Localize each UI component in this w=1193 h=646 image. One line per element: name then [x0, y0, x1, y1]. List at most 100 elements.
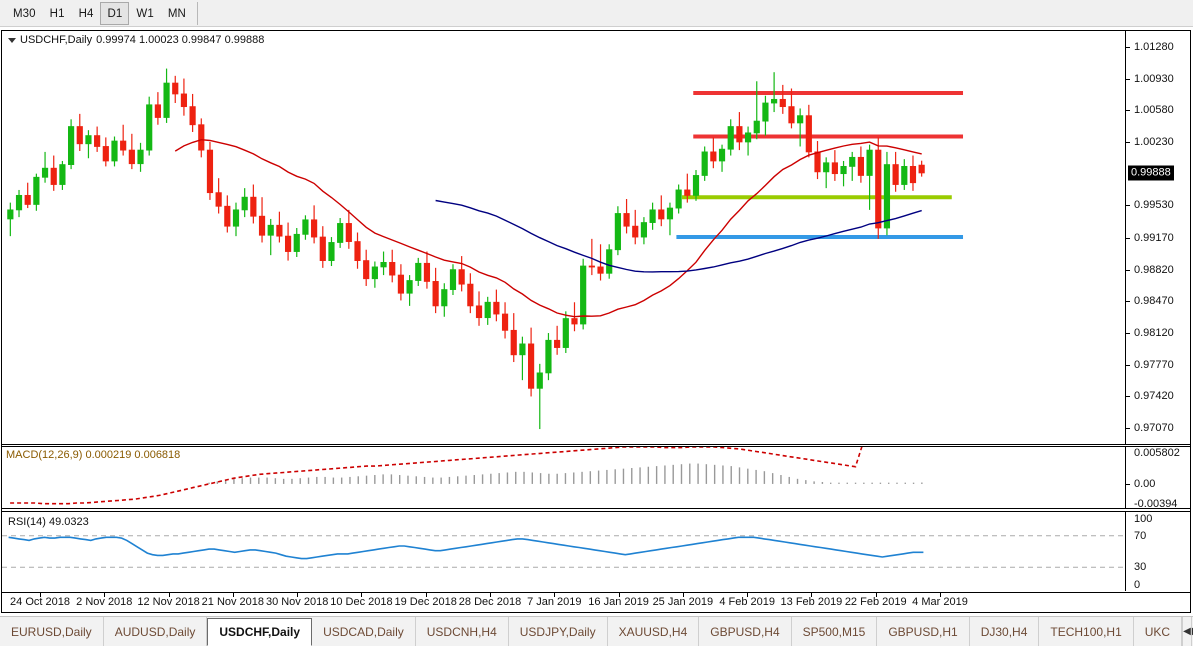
- moving-average-fast: [174, 138, 922, 318]
- macd-signal-line: [10, 447, 863, 505]
- candle-body: [909, 166, 917, 184]
- price-pane-header: USDCHF,Daily 0.99974 1.00023 0.99847 0.9…: [8, 34, 264, 46]
- candle-body: [198, 124, 205, 151]
- candle-body: [918, 164, 925, 174]
- tab-scroll-left-icon[interactable]: ◀: [1182, 617, 1191, 646]
- macd-axis-tick: [1126, 483, 1130, 485]
- time-axis-label: 30 Nov 2018: [265, 596, 329, 608]
- candle-body: [588, 265, 595, 268]
- timeframe-button-d1[interactable]: D1: [100, 2, 130, 25]
- time-axis-tick: [682, 593, 684, 597]
- candle-body: [258, 215, 266, 236]
- chart-tab-ukc[interactable]: UKC: [1134, 617, 1183, 646]
- time-axis-tick: [168, 593, 170, 597]
- timeframe-button-h1[interactable]: H1: [49, 7, 65, 20]
- candle-body: [76, 126, 83, 145]
- macd-pane[interactable]: MACD(12,26,9) 0.000219 0.006818 0.005802…: [2, 446, 1190, 509]
- time-axis-label: 21 Nov 2018: [201, 596, 265, 608]
- candle-body: [814, 151, 821, 173]
- price-axis-label: 1.00580: [1134, 104, 1174, 117]
- chart-tab-xauusd-h4[interactable]: XAUUSD,H4: [608, 617, 700, 646]
- ohlc-values: 0.99974 1.00023 0.99847 0.99888: [96, 34, 265, 46]
- candle-body: [345, 223, 352, 242]
- price-axis-label: 0.98470: [1134, 295, 1174, 308]
- candle-body: [562, 318, 569, 348]
- candle-body: [788, 106, 795, 124]
- chart-tab-audusd-daily[interactable]: AUDUSD,Daily: [104, 617, 208, 646]
- price-axis-tick: [1126, 428, 1130, 430]
- candle-body: [337, 223, 344, 243]
- chart-tab-dj30-h4[interactable]: DJ30,H4: [970, 617, 1040, 646]
- chart-tab-gbpusd-h1[interactable]: GBPUSD,H1: [877, 617, 970, 646]
- candle-body: [606, 249, 613, 274]
- candle-body: [15, 194, 23, 211]
- candle-body: [276, 224, 283, 237]
- candle-body: [614, 213, 621, 251]
- candle-body: [406, 280, 413, 294]
- rsi-axis-label: 0: [1134, 579, 1141, 591]
- price-pane[interactable]: USDCHF,Daily 0.99974 1.00023 0.99847 0.9…: [2, 31, 1190, 445]
- time-axis-tick: [425, 593, 427, 597]
- candle-body: [441, 289, 448, 307]
- chart-tab-usdjpy-daily[interactable]: USDJPY,Daily: [509, 617, 608, 646]
- chart-tab-usdchf-daily[interactable]: USDCHF,Daily: [207, 618, 313, 646]
- candle-body: [805, 115, 812, 153]
- current-price-label: 0.99888: [1128, 165, 1174, 181]
- chart-tab-tech100-h1[interactable]: TECH100,H1: [1039, 617, 1134, 646]
- timeframe-button-h4[interactable]: H4: [78, 7, 94, 20]
- candle-body: [102, 146, 109, 162]
- macd-plot-area[interactable]: [2, 447, 1126, 508]
- timeframe-button-w1[interactable]: W1: [136, 7, 154, 20]
- price-axis-label: 0.99170: [1134, 231, 1174, 244]
- chart-tab-sp500-m15[interactable]: SP500,M15: [792, 617, 878, 646]
- time-axis-label: 19 Dec 2018: [394, 596, 457, 608]
- timeframe-button-mn[interactable]: MN: [167, 7, 186, 20]
- candle-body: [380, 262, 387, 268]
- price-axis[interactable]: 1.01280 1.00930 1.00580 1.00230 0.99530 0.991…: [1126, 31, 1190, 444]
- candle-body: [597, 266, 604, 274]
- chevron-down-icon[interactable]: [8, 37, 16, 43]
- time-axis-tick: [361, 593, 363, 597]
- candle-body: [762, 102, 769, 122]
- price-plot-area[interactable]: [2, 31, 1126, 444]
- candle-body: [389, 262, 396, 276]
- price-axis-label: 0.98120: [1134, 327, 1174, 340]
- rsi-pane[interactable]: RSI(14) 49.0323 100 70 30 0: [2, 511, 1190, 591]
- candle-body: [120, 140, 127, 151]
- candle-body: [875, 149, 882, 229]
- tab-scroll-right-icon[interactable]: ▶: [1190, 617, 1193, 646]
- timeframe-button-m30[interactable]: M30: [13, 7, 36, 20]
- rsi-plot-area[interactable]: [2, 512, 1126, 591]
- candle-body: [94, 135, 101, 147]
- price-axis-label: 0.99530: [1134, 199, 1174, 212]
- chart-frame: USDCHF,Daily 0.99974 1.00023 0.99847 0.9…: [1, 30, 1191, 613]
- chart-tab-gbpusd-h4[interactable]: GBPUSD,H4: [699, 617, 792, 646]
- time-axis-tick: [297, 593, 299, 597]
- candle-body: [684, 189, 691, 196]
- chart-tab-usdcnh-h4[interactable]: USDCNH,H4: [416, 617, 509, 646]
- candle-body: [163, 82, 170, 118]
- candle-body: [849, 156, 856, 167]
- rsi-pane-header: RSI(14) 49.0323: [8, 516, 89, 528]
- candle-body: [33, 176, 40, 205]
- time-axis-tick: [811, 593, 813, 597]
- candle-body: [293, 233, 300, 252]
- candlestick-chart: [7, 68, 964, 430]
- candle-body: [840, 166, 847, 175]
- candle-body: [901, 166, 908, 185]
- chart-tab-eurusd-daily[interactable]: EURUSD,Daily: [0, 617, 104, 646]
- macd-axis-label: -0.00394: [1134, 498, 1178, 509]
- time-axis-label: 2 Nov 2018: [76, 596, 133, 608]
- time-axis-tick: [554, 593, 556, 597]
- candle-body: [753, 120, 760, 134]
- candle-body: [423, 262, 431, 282]
- timeframe-button-group: M30 H1 H4 D1 W1 MN: [6, 2, 198, 25]
- macd-axis: 0.005802 0.00 -0.00394: [1126, 447, 1190, 509]
- time-axis-label: 13 Feb 2019: [780, 596, 843, 608]
- candle-body: [232, 209, 240, 227]
- time-axis: 24 Oct 2018 2 Nov 2018 12 Nov 2018 21 Nov 2…: [2, 592, 1190, 612]
- chart-tab-bar[interactable]: EURUSD,Daily AUDUSD,Daily USDCHF,Daily USDC…: [0, 616, 1193, 646]
- chart-tab-usdcad-daily[interactable]: USDCAD,Daily: [312, 617, 416, 646]
- symbol-label: USDCHF,Daily: [20, 34, 93, 46]
- time-axis-label: 12 Nov 2018: [137, 596, 200, 608]
